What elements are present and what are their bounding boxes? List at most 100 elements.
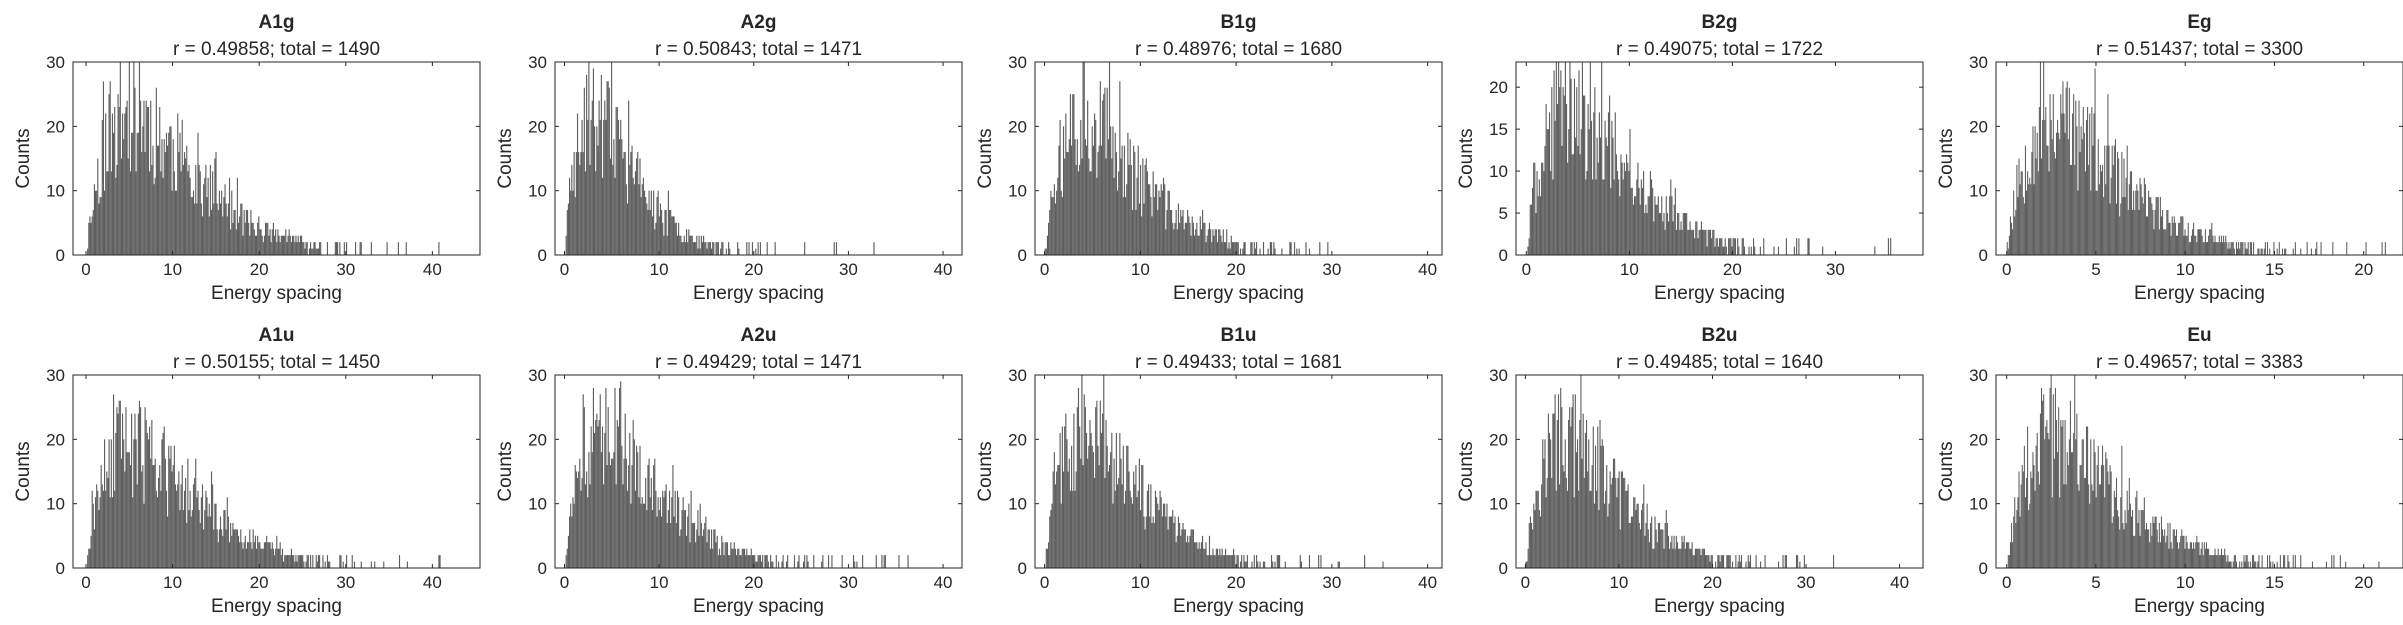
histogram-bar [618, 387, 621, 568]
histogram-bar [259, 542, 261, 568]
histogram-bar [2148, 529, 2150, 568]
histogram-bar [2151, 203, 2153, 255]
histogram-bar [2083, 477, 2085, 568]
histogram-bar [1547, 129, 1549, 255]
histogram-bar [1084, 139, 1086, 255]
histogram-bar [1273, 242, 1275, 255]
histogram-bar [2097, 139, 2099, 255]
histogram-bar [686, 229, 688, 255]
histogram-bar [746, 242, 748, 255]
histogram-bar [572, 190, 574, 255]
histogram-bar [1564, 439, 1566, 568]
histogram-bar [1141, 216, 1143, 255]
histogram-bar [2150, 197, 2152, 255]
histogram-bar [755, 248, 757, 255]
histogram-bar [2190, 235, 2192, 255]
histogram-bar [1170, 209, 1173, 255]
histogram-bar [2182, 535, 2184, 568]
histogram-bar [2150, 522, 2152, 568]
histogram-bar [570, 190, 572, 255]
histogram-bar [2020, 171, 2022, 255]
histogram-bar [1158, 510, 1160, 568]
histogram-bar [231, 190, 233, 255]
histogram-bar [641, 497, 643, 568]
histogram-bar [185, 158, 187, 255]
histogram-bar [648, 190, 650, 255]
histogram-bar [620, 381, 622, 568]
histogram-bar [1585, 420, 1588, 568]
histogram-bar [337, 242, 339, 255]
histogram-bar [689, 235, 691, 255]
histogram-bar [258, 216, 260, 255]
histogram-bar [122, 113, 124, 255]
histogram-bar [2096, 465, 2098, 568]
histogram-bar [738, 248, 740, 255]
histogram-bar [196, 203, 198, 255]
histogram-bar [601, 177, 604, 255]
histogram-bar [2034, 126, 2036, 255]
histogram-bar [731, 548, 733, 568]
histogram-bar [150, 100, 152, 255]
histogram-bar [1274, 248, 1276, 255]
histogram-bar [1167, 529, 1169, 568]
histogram-bar [153, 184, 155, 255]
y-tick-label: 20 [1489, 430, 1508, 449]
histogram-bar [177, 113, 179, 255]
histogram-bar [1533, 503, 1535, 568]
histogram-bar [1740, 555, 1743, 568]
histogram-bar [618, 139, 621, 255]
histogram-bar [234, 209, 236, 255]
histogram-bar [1058, 145, 1060, 255]
histogram-bar [1193, 235, 1196, 255]
histogram-bar [129, 465, 132, 568]
histogram-bar [1587, 471, 1589, 568]
histogram-bar [1274, 561, 1276, 568]
histogram-bar [1131, 503, 1134, 568]
histogram-bar [628, 100, 630, 255]
histogram-bar [2241, 242, 2243, 255]
histogram-bar [2015, 522, 2017, 568]
histogram-bar [1213, 555, 1215, 568]
histogram-bar [206, 197, 208, 255]
histogram-bar [263, 542, 265, 568]
histogram-bar [697, 510, 699, 568]
histogram-bar [740, 555, 742, 568]
histogram-bar [2035, 445, 2037, 568]
histogram-bar [2057, 119, 2059, 256]
histogram-bar [646, 510, 648, 568]
histogram-bar [1153, 522, 1155, 568]
x-tick-label: 15 [2265, 260, 2284, 279]
histogram-bar [1180, 209, 1182, 255]
histogram-bar [609, 465, 612, 568]
x-tick-label: 20 [2354, 573, 2373, 592]
histogram-bar [1600, 445, 1602, 568]
histogram-bar [2149, 542, 2151, 568]
histogram-bar [628, 465, 630, 568]
histogram-bar [1075, 164, 1077, 255]
histogram-bar [716, 535, 718, 568]
histogram-bar [117, 94, 119, 255]
histogram-bar [1160, 184, 1162, 255]
x-tick-label: 10 [2176, 573, 2195, 592]
histogram-bar [370, 561, 372, 568]
histogram-bar [765, 555, 767, 568]
histogram-bar [2104, 145, 2106, 255]
histogram-bar [1228, 555, 1230, 568]
histogram-bar [2017, 197, 2019, 255]
histogram-bar [2079, 152, 2081, 255]
histogram-bar [273, 235, 276, 255]
histogram-bar [1212, 548, 1214, 568]
histogram-bar [1657, 196, 1659, 255]
histogram-bar [136, 132, 138, 255]
histogram-bar [2213, 555, 2215, 568]
y-tick-label: 10 [46, 182, 65, 201]
histogram-bar [343, 242, 345, 255]
axes-box [1515, 61, 1924, 256]
histogram-bar [1630, 187, 1632, 255]
histogram-bar [1637, 503, 1639, 568]
histogram-bar [360, 242, 362, 255]
histogram-bar [1750, 246, 1752, 255]
histogram-bar [2158, 522, 2160, 568]
histogram-bar [2204, 548, 2206, 568]
histogram-bar [616, 420, 618, 568]
